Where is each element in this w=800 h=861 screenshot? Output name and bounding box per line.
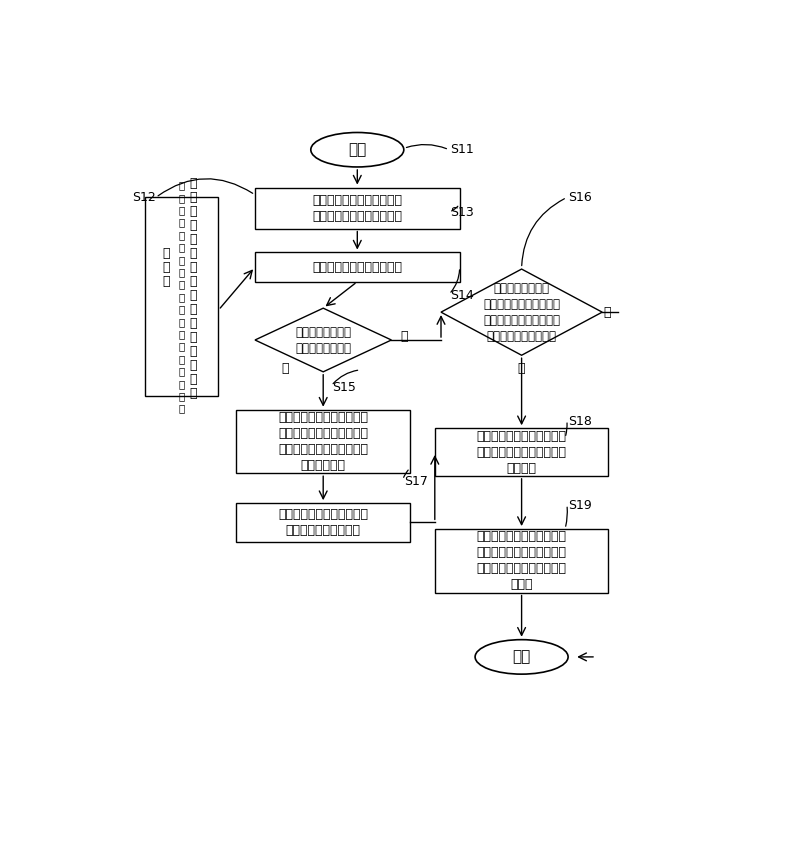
Bar: [435, 428, 609, 476]
Text: 对超高频信号进行频谱分析
，频率筛查后确定检测频带: 对超高频信号进行频谱分析 ，频率筛查后确定检测频带: [312, 194, 402, 223]
Text: 对检测到的声发射信号进行
声发射数据测量，完成放电
点的定位: 对检测到的声发射信号进行 声发射数据测量，完成放电 点的定位: [477, 430, 566, 474]
Text: S16: S16: [568, 191, 592, 204]
Text: 结束: 结束: [513, 649, 530, 665]
Text: 对
气
体
绝
缘
组
合
电
器
内
的
气
体
成
分
进
行
分
析: 对 气 体 绝 缘 组 合 电 器 内 的 气 体 成 分 进 行 分 析: [178, 180, 185, 413]
Text: S13: S13: [450, 207, 474, 220]
Text: 是: 是: [281, 362, 289, 375]
Text: 是: 是: [518, 362, 526, 375]
Text: 开始: 开始: [348, 142, 366, 158]
Text: 判断单频跟踪的超
高频信号是否异常: 判断单频跟踪的超 高频信号是否异常: [295, 325, 351, 355]
Text: 测量出现异常的超高频信号
的相关超高频特征数据及外
施电压，进行初步定位，确
定一放电区域: 测量出现异常的超高频信号 的相关超高频特征数据及外 施电压，进行初步定位，确 定…: [278, 411, 368, 472]
Text: S18: S18: [568, 415, 592, 428]
Text: S17: S17: [404, 474, 428, 487]
Text: S15: S15: [333, 381, 356, 393]
Text: 在放电区域内设置声发射传
感器，进行声发射检测: 在放电区域内设置声发射传 感器，进行声发射检测: [278, 508, 368, 536]
Polygon shape: [255, 308, 391, 372]
Text: S11: S11: [450, 143, 474, 156]
Bar: [435, 529, 609, 592]
Text: 否: 否: [603, 306, 611, 319]
Text: 行
分
析: 行 分 析: [162, 246, 170, 288]
Bar: [237, 503, 410, 542]
Ellipse shape: [475, 640, 568, 674]
Text: S14: S14: [450, 289, 474, 302]
Ellipse shape: [310, 133, 404, 167]
Text: 在检测频带内进行单频跟踪: 在检测频带内进行单频跟踪: [312, 261, 402, 274]
Bar: [237, 410, 410, 474]
Text: 结合相关超高频特征数据及
声发射特征数据进行综合比
对和分析，并建立相关检测
数据库: 结合相关超高频特征数据及 声发射特征数据进行综合比 对和分析，并建立相关检测 数…: [477, 530, 566, 592]
Text: 设置声发射传感器
并进行声发射检测，将声
发射信号转为可听声音，
判断可听声音是否异常: 设置声发射传感器 并进行声发射检测，将声 发射信号转为可听声音， 判断可听声音是…: [483, 282, 560, 343]
Text: 否: 否: [400, 330, 407, 344]
Polygon shape: [441, 269, 602, 356]
Bar: [255, 188, 459, 229]
Text: S12: S12: [132, 191, 156, 204]
Bar: [146, 197, 218, 396]
Text: S19: S19: [568, 499, 592, 512]
Bar: [255, 252, 459, 282]
Text: 对
气
体
绝
缘
组
合
电
器
内
的
气
体
成
分
进: 对 气 体 绝 缘 组 合 电 器 内 的 气 体 成 分 进: [189, 177, 197, 400]
